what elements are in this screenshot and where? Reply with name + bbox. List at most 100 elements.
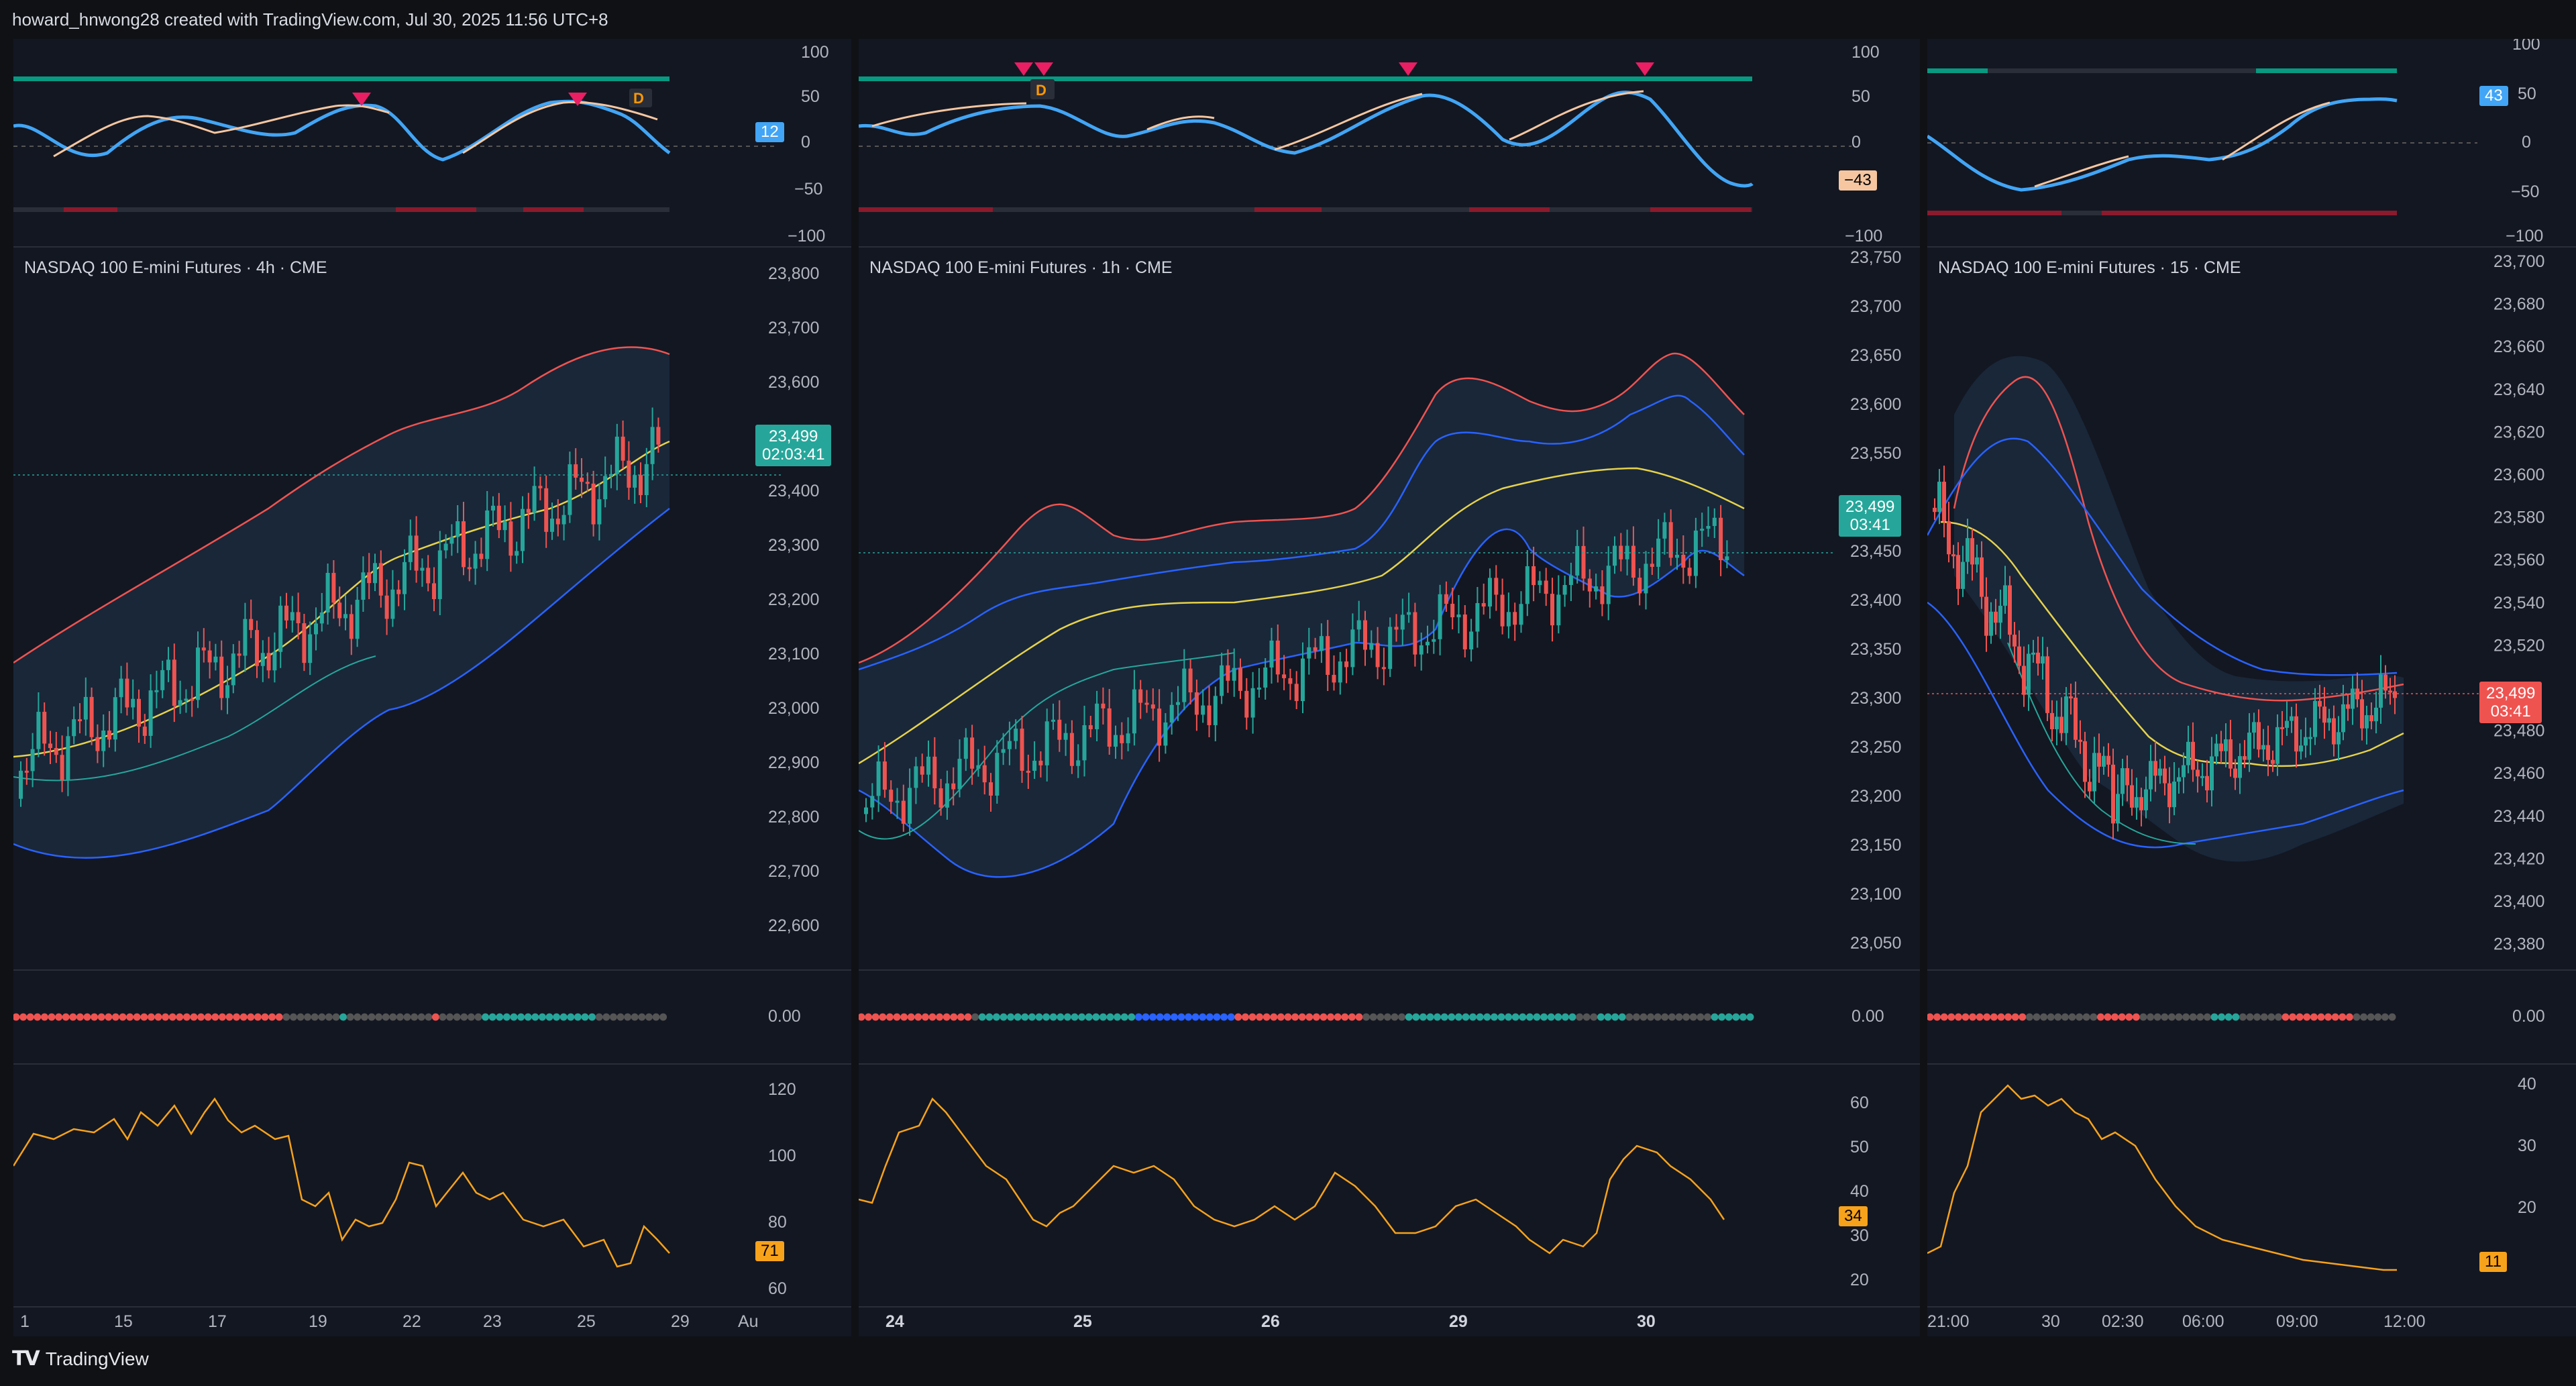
candle-body — [2313, 700, 2317, 737]
squeeze-dot — [1997, 1013, 2005, 1021]
indicator-badge: 11 — [2479, 1252, 2507, 1272]
squeeze-dot — [900, 1013, 908, 1021]
candle-body — [408, 535, 413, 562]
candle-body — [1631, 545, 1635, 578]
candle-body — [538, 486, 543, 488]
squeeze-dot — [2353, 1013, 2361, 1021]
bearish-signal-icon — [352, 93, 371, 106]
tradingview-logo[interactable]: TV TradingView — [12, 1347, 149, 1371]
candle-body — [101, 730, 106, 751]
squeeze-dot — [1355, 1013, 1363, 1021]
candle-body — [1150, 704, 1155, 709]
chart-canvas[interactable]: D 100 50 0 −100 23,750 23,700 23,650 23,600… — [857, 39, 1920, 1336]
candle-body — [1966, 538, 1970, 562]
chart-panel-1h[interactable]: D 100 50 0 −100 23,750 23,700 23,650 23,600… — [857, 39, 1920, 1336]
candle-body — [1263, 667, 1268, 688]
candle-body — [2247, 733, 2251, 760]
squeeze-dot — [616, 1013, 625, 1021]
chart-panel-4h[interactable]: D 100 50 0 −50 −100 23,800 23,700 23,600 23… — [12, 39, 851, 1336]
squeeze-dot — [1142, 1013, 1150, 1021]
squeeze-dot — [921, 1013, 929, 1021]
time-axis-label: 25 — [1073, 1312, 1092, 1331]
candle-body — [396, 589, 401, 594]
candle-body — [2083, 741, 2087, 782]
chart-panel-15m[interactable]: 100 50 0 −50 −100 23,700 23,680 23,660 23,6… — [1926, 35, 2576, 1336]
bearish-signal-icon — [1014, 62, 1033, 76]
squeeze-dot — [1106, 1013, 1114, 1021]
chart-canvas[interactable]: D 100 50 0 −50 −100 23,800 23,700 23,600 23… — [12, 39, 851, 1336]
lower-band — [13, 508, 670, 859]
candle-body — [1587, 578, 1592, 592]
squeeze-dot — [2331, 1013, 2339, 1021]
candle-body — [1381, 667, 1386, 670]
candle-body — [1350, 629, 1355, 668]
squeeze-dot — [83, 1013, 91, 1021]
candle-body — [561, 515, 566, 525]
candle-body — [2167, 783, 2171, 808]
candle-body — [1989, 611, 1993, 636]
candle-body — [1519, 604, 1523, 625]
squeeze-dot — [147, 1013, 155, 1021]
squeeze-dot — [2161, 1013, 2169, 1021]
squeeze-dot — [2011, 1013, 2019, 1021]
squeeze-dot — [1746, 1013, 1754, 1021]
candle-body — [1706, 526, 1711, 529]
bar-timer: 03:41 — [2490, 702, 2531, 721]
squeeze-dot — [553, 1013, 561, 1021]
squeeze-dot — [218, 1013, 226, 1021]
candle-body — [2243, 756, 2247, 760]
price-scale-label: 23,700 — [768, 319, 819, 337]
candle-body — [1256, 687, 1261, 690]
candle-body — [314, 623, 318, 635]
squeeze-dot — [1163, 1013, 1171, 1021]
squeeze-dot — [1640, 1013, 1648, 1021]
candle-body — [2012, 635, 2017, 647]
price-badge: 23,499 03:41 — [1839, 495, 1902, 537]
squeeze-dot — [985, 1013, 994, 1021]
squeeze-dot — [289, 1013, 297, 1021]
squeeze-dot — [531, 1013, 539, 1021]
candle-body — [2097, 753, 2101, 767]
candle-body — [521, 509, 525, 551]
squeeze-dot — [943, 1013, 951, 1021]
candle-body — [308, 634, 313, 663]
squeeze-dot — [1440, 1013, 1448, 1021]
squeeze-dot — [1434, 1013, 1442, 1021]
squeeze-dot — [2267, 1013, 2275, 1021]
squeeze-dot — [69, 1013, 77, 1021]
chart-canvas[interactable]: 100 50 0 −50 −100 23,700 23,680 23,660 23,6… — [1926, 35, 2576, 1336]
indicator-badge: 34 — [1839, 1206, 1868, 1226]
price-scale-label: 23,600 — [2493, 466, 2544, 484]
squeeze-dot — [1525, 1013, 1534, 1021]
candle-body — [1238, 668, 1242, 691]
candle-body — [278, 605, 283, 652]
squeeze-dot — [34, 1013, 42, 1021]
squeeze-dot — [936, 1013, 944, 1021]
squeeze-dot — [1476, 1013, 1484, 1021]
candle-body — [1444, 594, 1448, 604]
oscillator-scale-label: −50 — [2511, 182, 2539, 201]
candle-body — [1544, 580, 1548, 594]
candle-body — [1144, 702, 1149, 705]
candle-body — [30, 749, 35, 771]
candle-body — [1719, 517, 1723, 560]
candle-body — [2351, 688, 2355, 709]
candle-body — [2365, 715, 2369, 729]
candle-body — [107, 730, 111, 740]
bar-timer: 03:41 — [1849, 516, 1890, 534]
squeeze-dot — [885, 1013, 894, 1021]
candle-body — [2031, 652, 2035, 655]
candle-body — [1984, 596, 1988, 636]
price-scale-label: 22,700 — [768, 862, 819, 881]
candle-body — [1568, 575, 1573, 586]
candle-body — [938, 788, 943, 808]
squeeze-dot — [1134, 1013, 1142, 1021]
candle-body — [1138, 689, 1143, 703]
squeeze-dot — [332, 1013, 340, 1021]
squeeze-dot — [354, 1013, 362, 1021]
candle-body — [1942, 482, 1946, 521]
candle-body — [901, 800, 906, 824]
squeeze-dot — [559, 1013, 568, 1021]
candle-body — [1481, 603, 1486, 607]
squeeze-dot — [893, 1013, 901, 1021]
